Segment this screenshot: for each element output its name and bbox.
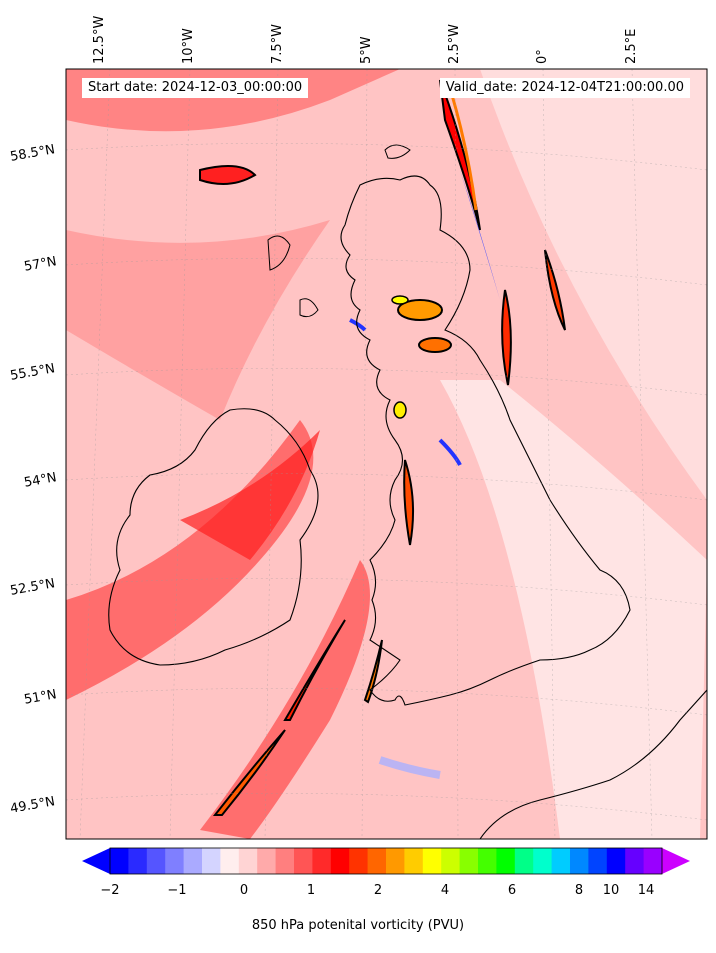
colorbar-cell (128, 848, 148, 874)
colorbar-cell (533, 848, 553, 874)
colorbar-cell (478, 848, 497, 874)
colorbar-tick: 0 (239, 883, 249, 898)
map-frame (65, 68, 708, 840)
colorbar-cell (238, 848, 258, 874)
start-date-label: Start date: 2024-12-03_00:00:00 (82, 78, 309, 98)
lon-label: 0° (535, 49, 550, 64)
lon-label: 5°W (359, 36, 374, 64)
colorbar-tick: −1 (167, 883, 187, 898)
colorbar-cell (570, 848, 589, 874)
colorbar-cell (165, 848, 185, 874)
colorbar-tick: 2 (373, 883, 383, 898)
colorbar-tick: 8 (574, 883, 584, 898)
lon-label: 2.5°W (447, 23, 462, 64)
colorbar-cell (514, 848, 534, 874)
colorbar-label: 850 hPa potenital vorticity (PVU) (251, 918, 465, 933)
colorbar-tick: −2 (100, 883, 120, 898)
lon-label: 7.5°W (270, 23, 285, 64)
colorbar-cell (496, 848, 516, 874)
colorbar-cell (459, 848, 479, 874)
colorbar-cell (625, 848, 645, 874)
colorbar-cell (367, 848, 387, 874)
colorbar-cell (349, 848, 369, 874)
colorbar-cell (275, 848, 295, 874)
colorbar-over-arrow (662, 848, 690, 874)
lon-label: 2.5°E (624, 28, 639, 64)
colorbar-cell (422, 848, 442, 874)
colorbar (82, 847, 690, 875)
colorbar-tick: 10 (602, 883, 620, 898)
colorbar-cell (404, 848, 424, 874)
colorbar-cell (386, 848, 405, 874)
coastline-ireland (108, 408, 319, 666)
colorbar-cell (588, 848, 608, 874)
lon-label: 12.5°W (92, 15, 107, 64)
colorbar-cell (110, 848, 129, 874)
coastline-great-britain (340, 175, 631, 706)
colorbar-cell (312, 848, 332, 874)
colorbar-cell (183, 848, 203, 874)
coastline-france (479, 689, 707, 839)
colorbar-cell (257, 848, 277, 874)
valid-date-label: Valid_date: 2024-12-04T21:00:00.00 (439, 78, 690, 98)
colorbar-cell (202, 848, 221, 874)
colorbar-tick: 1 (306, 883, 316, 898)
colorbar-cell (294, 848, 313, 874)
colorbar-cell (551, 848, 571, 874)
colorbar-tick: 4 (440, 883, 450, 898)
colorbar-cell (606, 848, 626, 874)
colorbar-tick: 14 (637, 883, 655, 898)
lon-label: 10°W (181, 28, 196, 64)
colorbar-cell (220, 848, 240, 874)
colorbar-cell (643, 848, 663, 874)
colorbar-cell (441, 848, 461, 874)
colorbar-tick: 6 (507, 883, 517, 898)
colorbar-cell (330, 848, 350, 874)
colorbar-cell (146, 848, 166, 874)
colorbar-under-arrow (82, 848, 110, 874)
